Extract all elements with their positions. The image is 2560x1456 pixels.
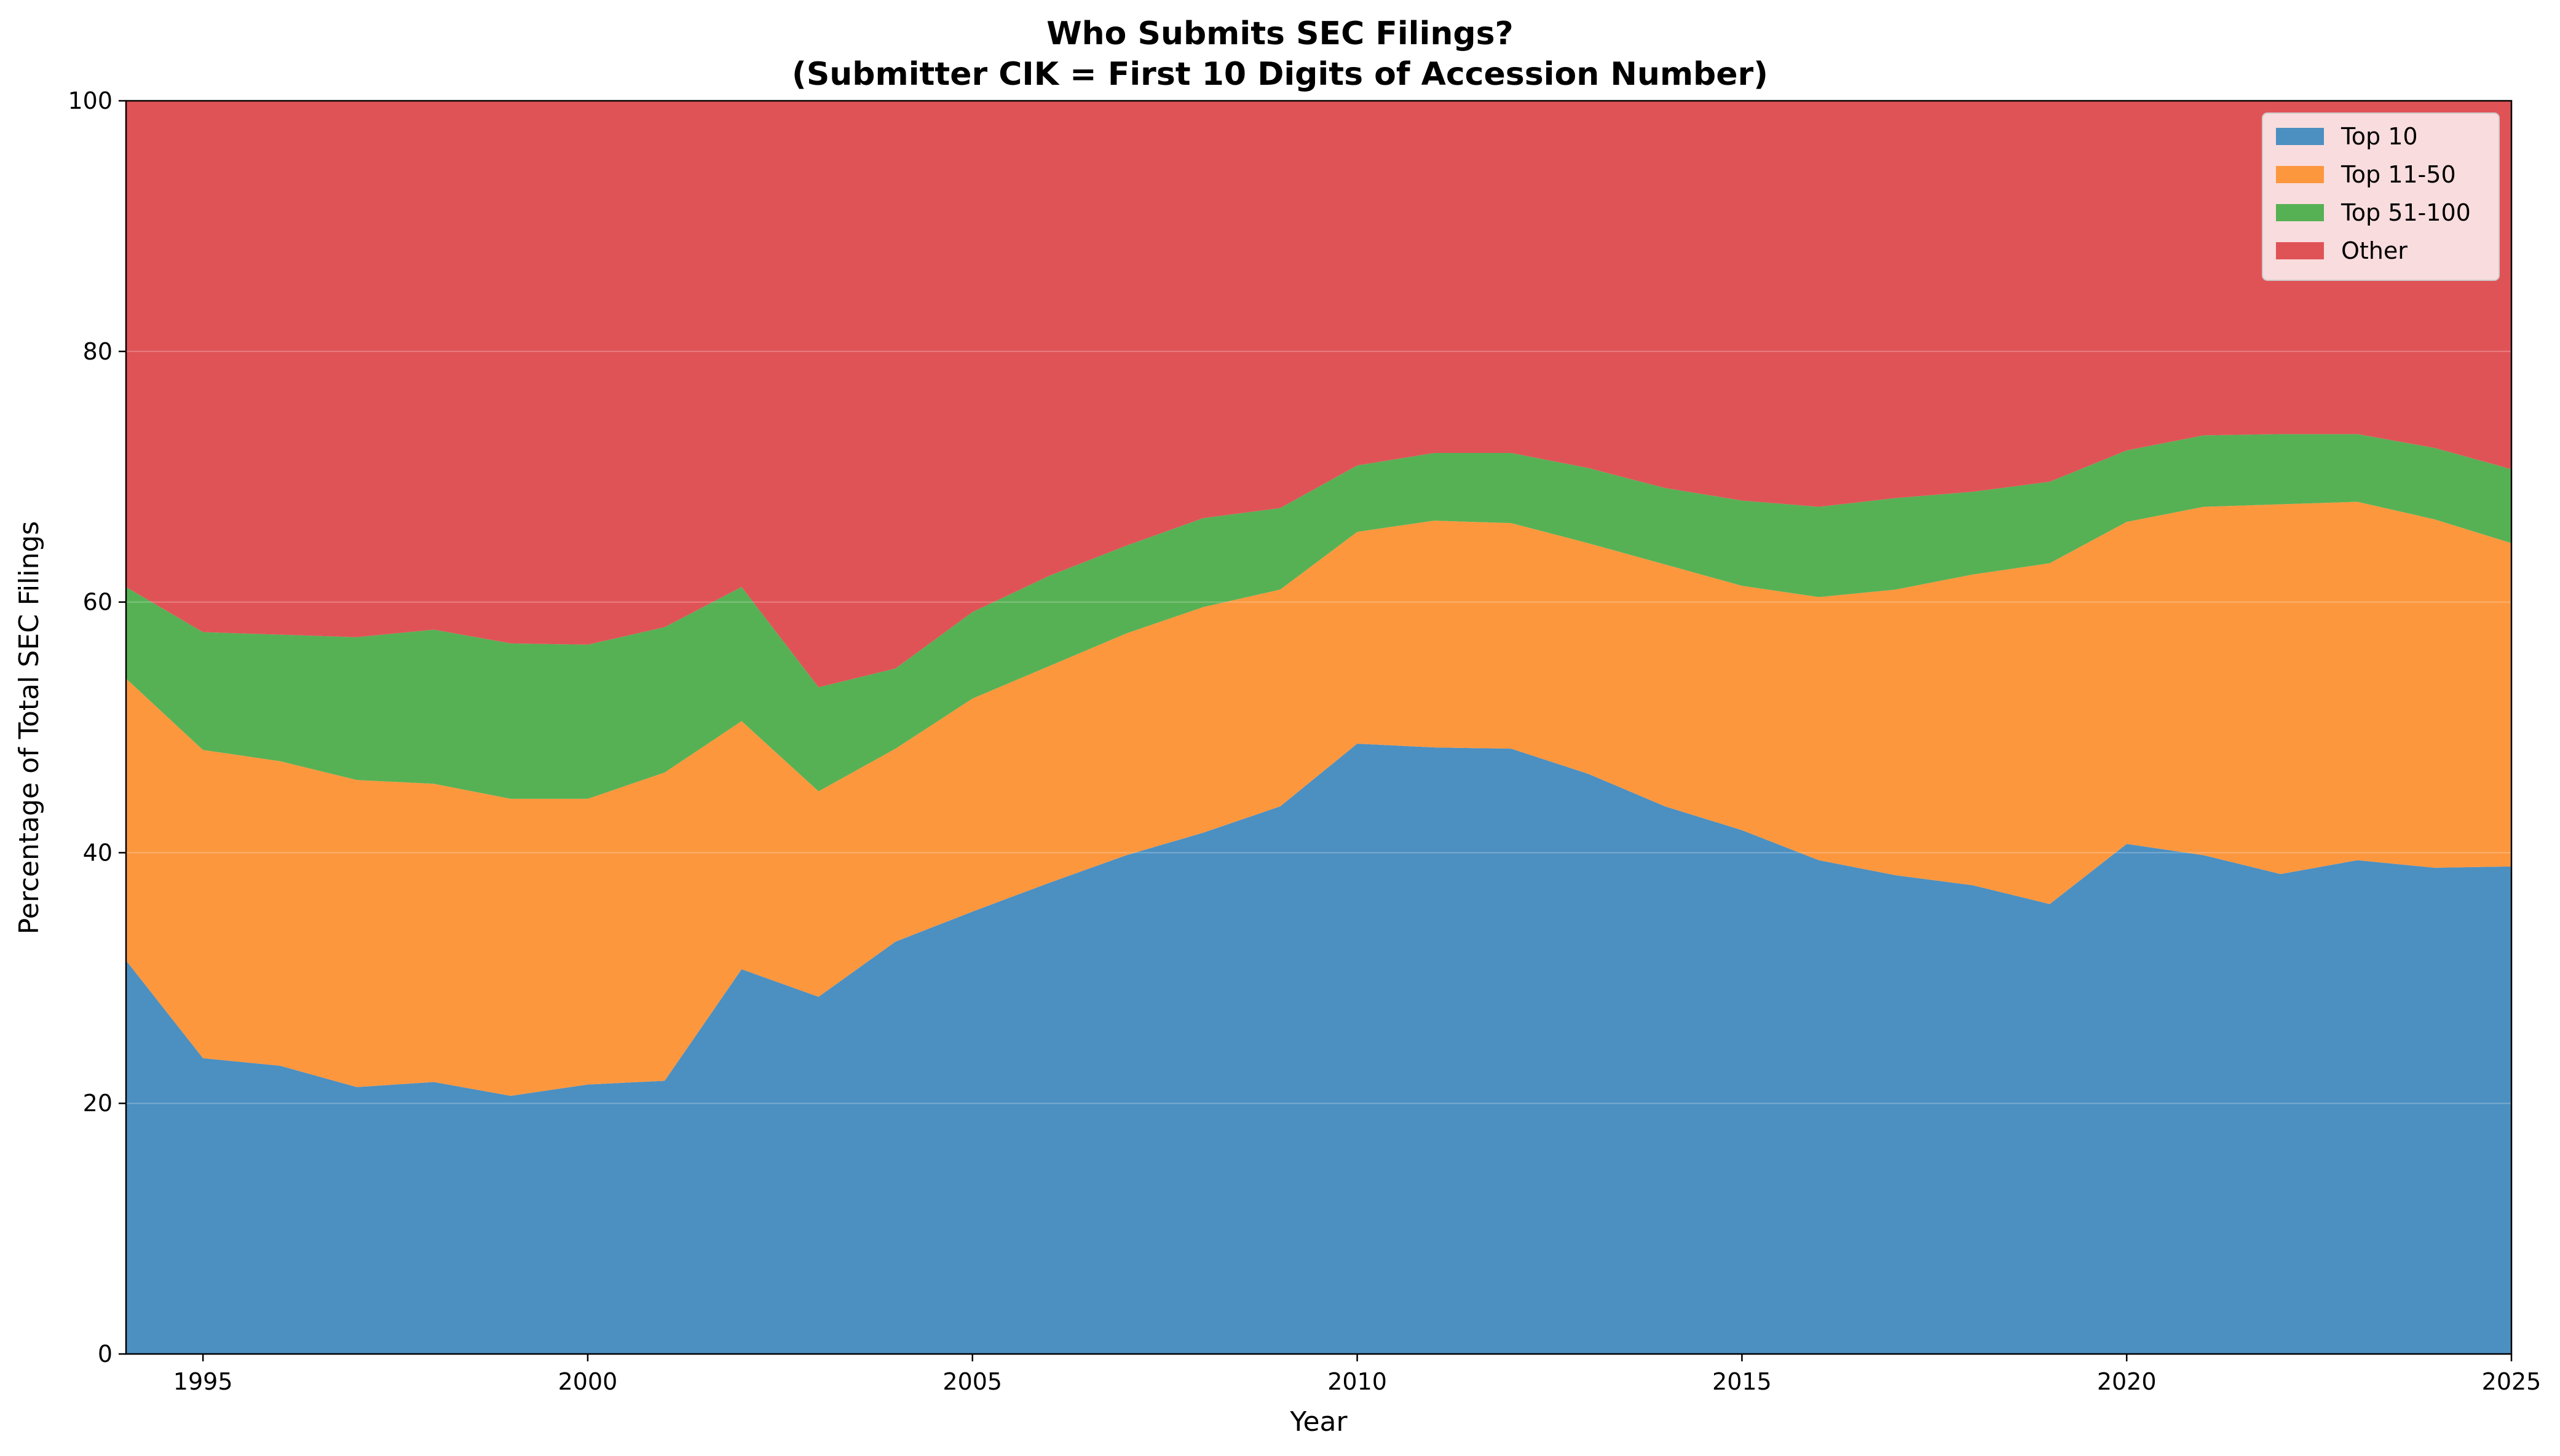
- legend-swatch: [2276, 242, 2324, 259]
- plot-areas: [126, 101, 2511, 1354]
- legend-label: Other: [2341, 237, 2408, 264]
- area-series-1: [126, 502, 2511, 1096]
- legend: Top 10 Top 11-50 Top 51-100 Other: [2262, 112, 2500, 281]
- y-tick-label: 40: [83, 839, 113, 866]
- legend-label: Top 11-50: [2341, 161, 2456, 188]
- y-axis-label: Percentage of Total SEC Filings: [14, 521, 45, 935]
- y-tick-label: 60: [83, 589, 113, 616]
- axes: [125, 100, 2513, 1355]
- legend-label: Top 10: [2341, 123, 2418, 150]
- x-tick-label: 1995: [173, 1368, 233, 1395]
- chart-title: Who Submits SEC Filings?: [1046, 15, 1513, 52]
- y-axis-ticks: 0 20 40 60 80 100: [68, 87, 126, 1367]
- legend-swatch: [2276, 128, 2324, 145]
- chart-subtitle: (Submitter CIK = First 10 Digits of Acce…: [792, 56, 1768, 93]
- x-tick-label: 2020: [2097, 1368, 2157, 1395]
- area-series-2: [126, 434, 2511, 799]
- area-series-3: [126, 101, 2511, 688]
- x-tick-label: 2015: [1712, 1368, 1772, 1395]
- x-tick-label: 2025: [2482, 1368, 2542, 1395]
- gridlines: [126, 350, 2511, 1104]
- plot-frame: [125, 100, 2513, 1355]
- y-tick-label: 80: [83, 338, 113, 365]
- x-axis-label: Year: [1289, 1406, 1348, 1438]
- legend-label: Top 51-100: [2341, 199, 2471, 226]
- y-tick-label: 20: [83, 1090, 113, 1117]
- legend-box: [2262, 112, 2500, 281]
- x-tick-label: 2010: [1327, 1368, 1387, 1395]
- legend-swatch: [2276, 204, 2324, 221]
- legend-swatch: [2276, 166, 2324, 183]
- y-tick-label: 0: [98, 1340, 113, 1367]
- area-series-0: [126, 744, 2511, 1354]
- x-tick-label: 2000: [558, 1368, 618, 1395]
- x-tick-label: 2005: [942, 1368, 1002, 1395]
- x-axis-ticks: 1995 2000 2005 2010 2015 2020 2025: [173, 1354, 2542, 1395]
- y-tick-label: 100: [68, 87, 113, 114]
